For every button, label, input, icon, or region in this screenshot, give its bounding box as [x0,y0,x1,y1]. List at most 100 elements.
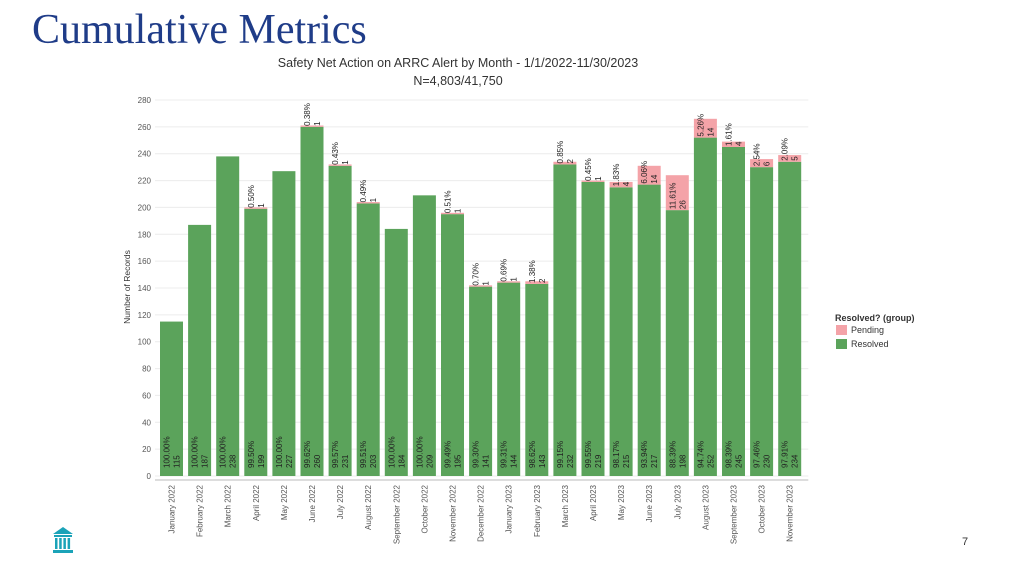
x-category-label: October 2023 [758,484,767,533]
bar-resolved [525,283,549,476]
resolved-count-label: 232 [566,454,575,468]
resolved-count-label: 144 [510,454,519,468]
resolved-pct-label: 99.55% [584,441,593,468]
x-category-label: April 2022 [252,484,261,521]
bar-resolved [609,187,633,477]
resolved-count-label: 234 [791,454,800,468]
pending-pct-label: 1.83% [612,164,621,187]
pending-count-label: 2 [538,278,547,283]
resolved-count-label: 252 [706,454,715,468]
pending-pct-label: 1.61% [725,123,734,146]
resolved-pct-label: 99.31% [500,441,509,468]
y-tick-label: 140 [138,284,152,293]
resolved-pct-label: 99.51% [359,441,368,468]
slide-title: Cumulative Metrics [32,7,367,53]
x-category-label: August 2023 [701,484,710,529]
bar-resolved [497,282,521,476]
x-category-label: December 2022 [477,484,486,541]
resolved-pct-label: 99.15% [556,441,565,468]
chart-subtitle: N=4,803/41,750 [413,74,502,88]
bar-pending [722,141,745,147]
resolved-pct-label: 98.62% [528,441,537,468]
resolved-pct-label: 100.00% [387,436,396,468]
bar-pending [581,180,605,182]
resolved-count-label: 187 [201,454,210,468]
institution-columns-icon [53,527,73,553]
resolved-pct-label: 100.00% [163,436,172,468]
pending-pct-label: 2.54% [753,143,762,166]
resolved-pct-label: 98.17% [612,441,621,468]
bar-pending [244,207,268,209]
y-tick-label: 180 [138,230,152,239]
x-axis-categories: January 2022 February 2022 March 2022 April… [168,484,795,544]
x-category-label: August 2022 [364,484,373,529]
bar-resolved [272,171,296,476]
bar-pending [553,161,577,165]
bar-resolved [553,164,577,476]
pending-pct-label: 0.38% [303,103,312,126]
x-category-label: October 2022 [420,484,429,533]
bar-pending [750,159,774,168]
pending-pct-label: 6.06% [640,161,649,184]
bar-pending [525,281,549,284]
bar-resolved [300,126,324,476]
pending-pct-label: 5.26% [696,114,705,137]
pending-pct-label: 0.69% [500,259,509,282]
resolved-pct-label: 97.46% [753,441,762,468]
y-tick-label: 160 [138,257,152,266]
pending-count-label: 1 [341,160,350,165]
pending-count-label: 6 [763,161,772,166]
pending-count-label: 2 [566,158,575,163]
x-category-label: September 2023 [730,484,739,544]
legend: Resolved? (group) Pending Resolved [835,313,915,349]
page-number: 7 [962,536,969,548]
x-category-label: July 2023 [673,484,682,519]
resolved-count-label: 230 [763,454,772,468]
bar-resolved [160,321,183,476]
x-category-label: June 2022 [308,484,317,522]
bar-resolved [750,167,774,476]
pending-pct-label: 0.51% [444,190,453,213]
x-category-label: May 2023 [617,484,626,520]
resolved-count-label: 227 [285,454,294,468]
legend-title: Resolved? (group) [835,313,915,323]
bar-resolved [216,156,240,476]
pending-count-label: 4 [622,181,631,186]
bar-resolved [244,208,268,476]
y-tick-label: 240 [138,150,152,159]
pending-count-label: 1 [454,208,463,213]
y-tick-label: 260 [138,123,152,132]
resolved-pct-label: 99.30% [472,441,481,468]
resolved-count-label: 238 [229,454,238,468]
resolved-count-label: 115 [173,455,182,468]
y-tick-label: 120 [138,311,152,320]
x-category-label: March 2022 [224,484,233,527]
x-category-label: January 2023 [505,484,514,533]
chart-title: Safety Net Action on ARRC Alert by Month… [278,56,638,70]
x-category-label: July 2022 [336,484,345,519]
y-tick-label: 280 [138,96,152,105]
x-category-label: November 2023 [786,484,795,541]
bar-pending [665,175,689,211]
y-tick-label: 40 [142,418,151,427]
pending-pct-label: 0.49% [359,180,368,203]
pending-pct-label: 11.61% [668,183,677,210]
x-category-label: May 2022 [280,484,289,520]
bar-pending [693,118,717,138]
pending-count-label: 5 [791,156,800,161]
bar-resolved [412,195,436,477]
pending-pct-label: 0.45% [584,158,593,181]
resolved-count-label: 199 [257,454,266,468]
bar-resolved [188,224,212,476]
resolved-pct-label: 94.74% [696,441,705,468]
y-tick-label: 80 [142,365,151,374]
y-tick-label: 220 [138,177,152,186]
pending-count-label: 4 [735,141,744,146]
y-axis-label: Number of Records [122,250,132,324]
y-tick-label: 0 [147,472,152,481]
pending-pct-label: 0.85% [556,141,565,164]
bar-resolved [441,214,464,476]
pending-pct-label: 1.38% [528,260,537,283]
y-tick-label: 100 [138,338,152,347]
bar-resolved [356,203,380,476]
